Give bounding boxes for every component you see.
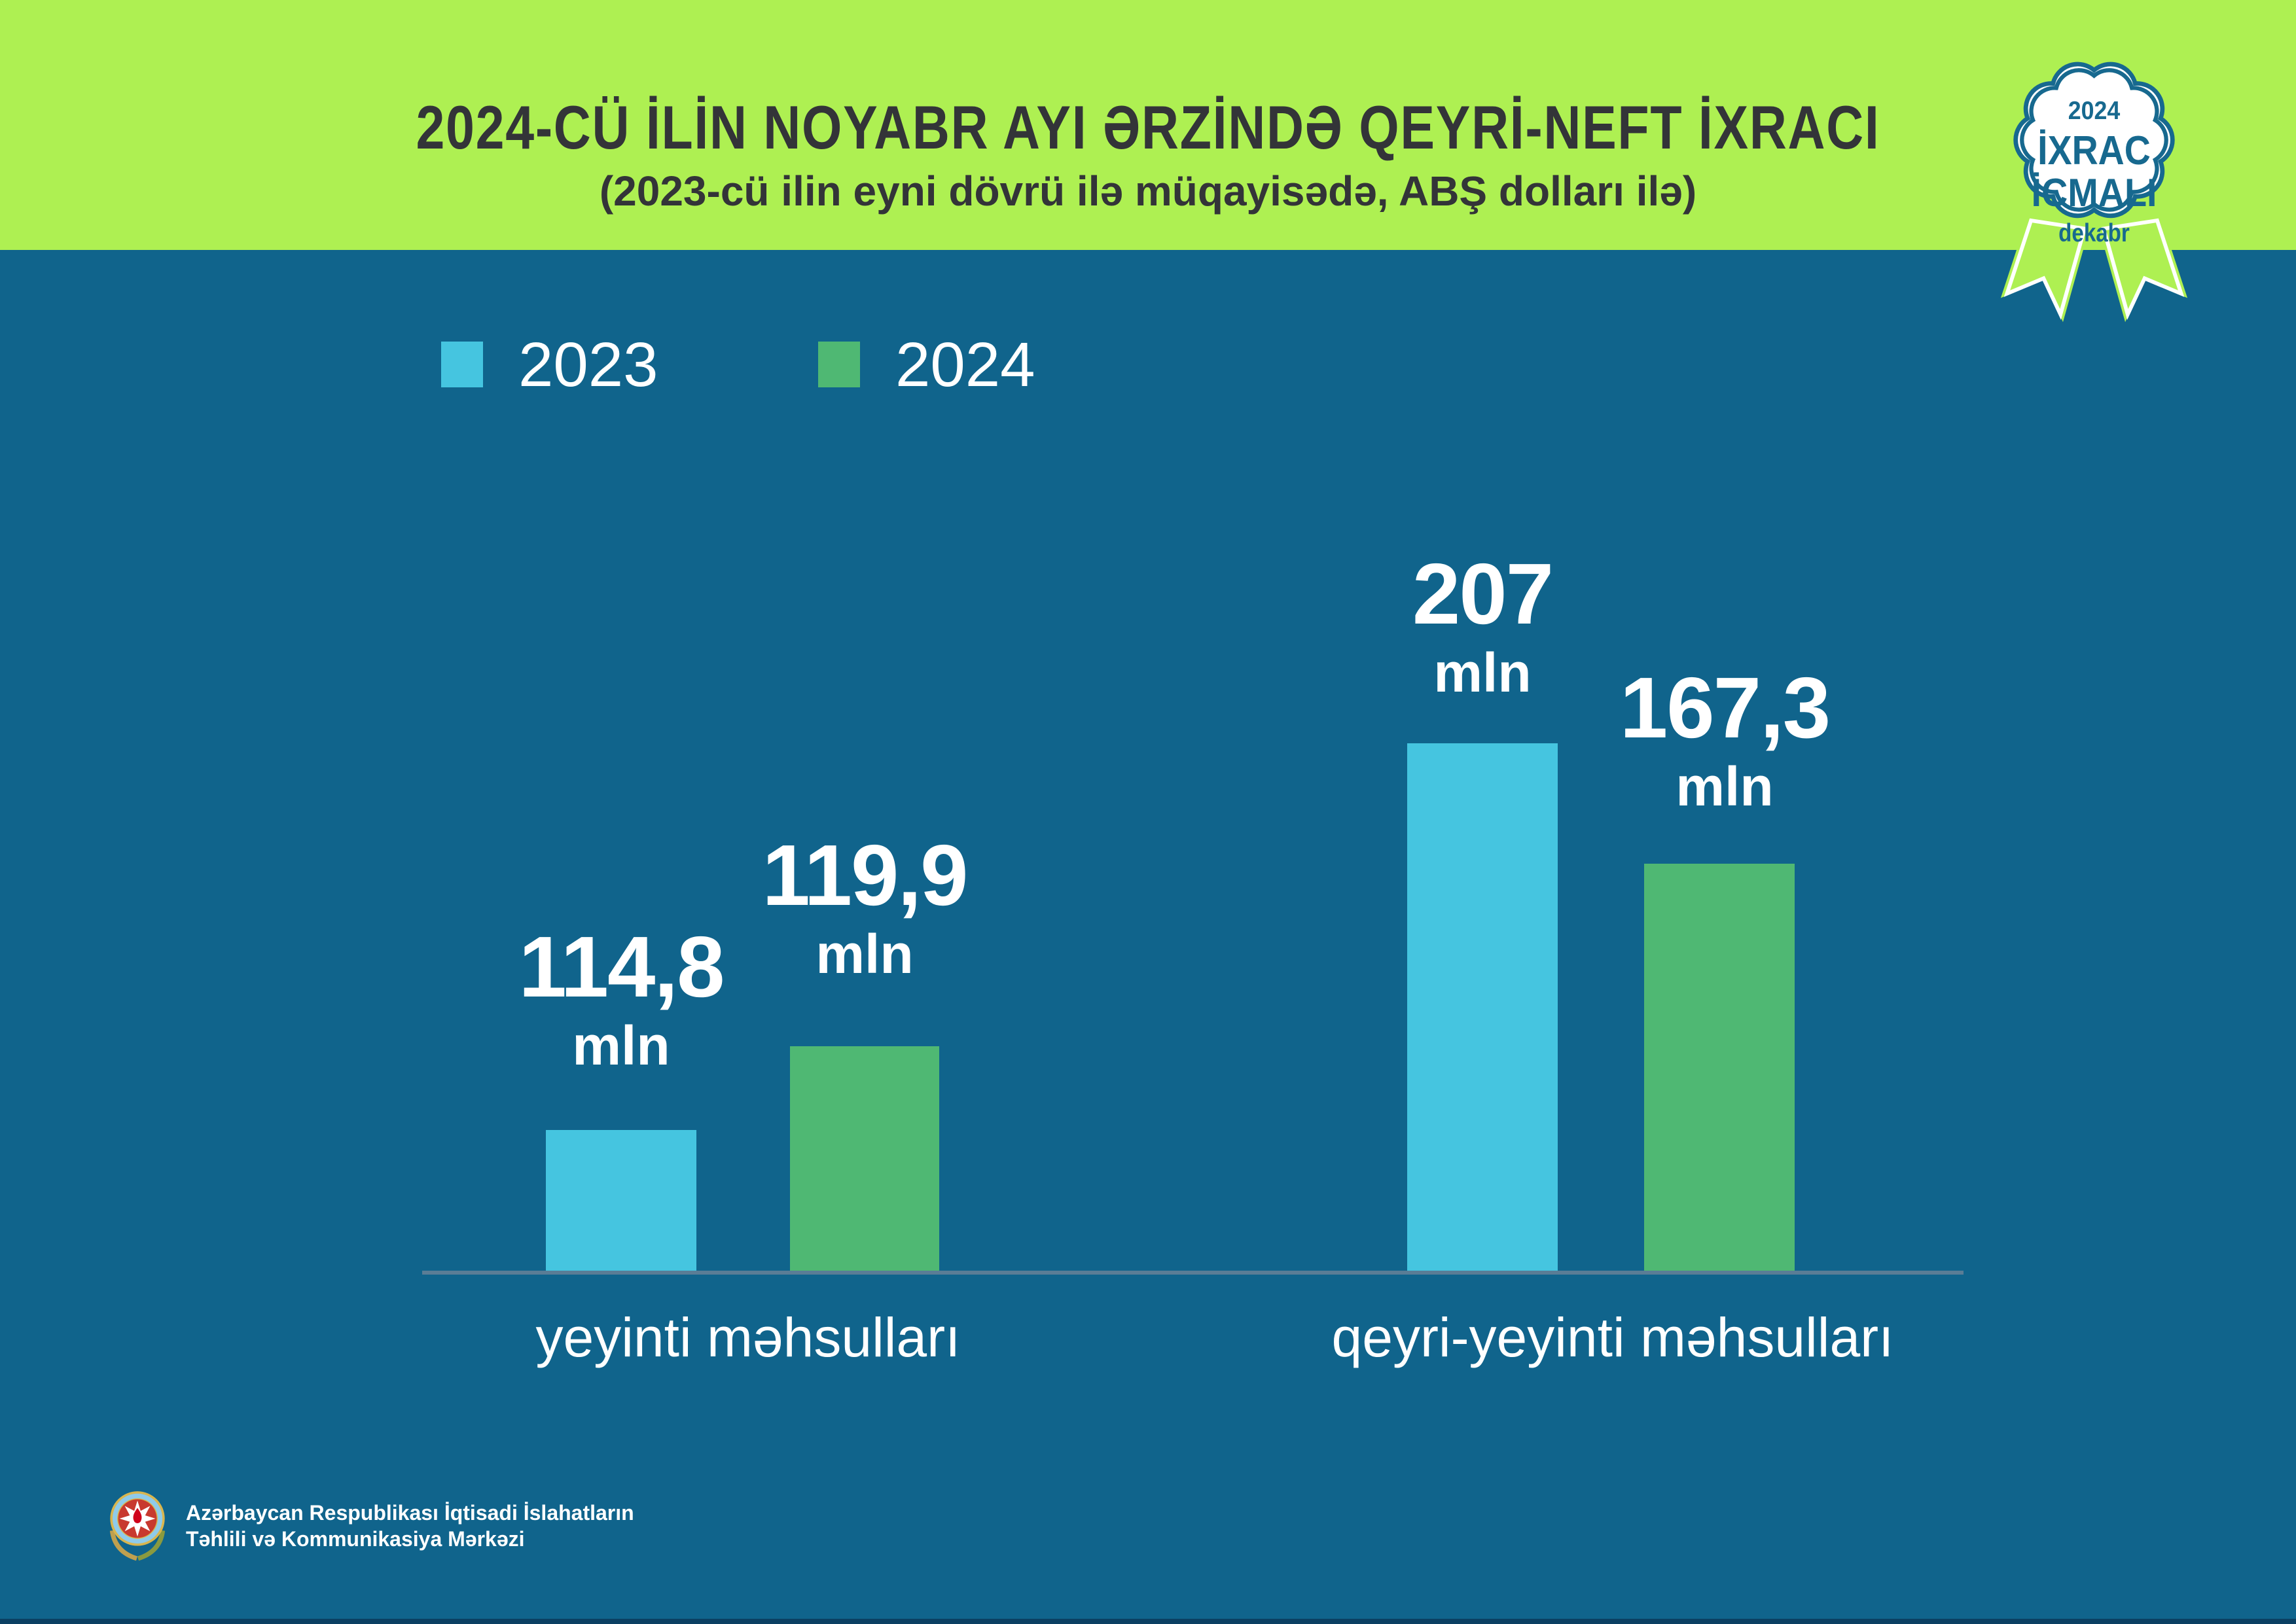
value-number: 119,9	[762, 827, 968, 923]
value-number: 114,8	[518, 919, 725, 1015]
page-subtitle: (2023-cü ilin eyni dövrü ilə müqayisədə,…	[599, 168, 1697, 215]
value-label-2024-nonfood: 167,3 mln	[1554, 662, 1895, 819]
value-unit: mln	[816, 923, 914, 985]
value-label-2023-nonfood: 207 mln	[1312, 548, 1653, 705]
legend-swatch-2023	[441, 342, 483, 387]
emblem-flame	[133, 1508, 142, 1523]
value-number: 167,3	[1619, 660, 1831, 756]
badge-ribbon-left	[2000, 213, 2091, 323]
wreath-right	[137, 1530, 166, 1561]
page-title: 2024-CÜ İLİN NOYABR AYI ƏRZİNDƏ QEYRİ-NE…	[416, 93, 1880, 162]
badge-title-line1: İXRAC	[2037, 128, 2151, 173]
wreath-left	[109, 1530, 138, 1561]
bar-2024-food	[790, 1046, 939, 1275]
legend-swatch-2024	[818, 342, 860, 387]
value-label-2024-food: 119,9 mln	[694, 830, 1035, 987]
coat-of-arms-logo	[109, 1491, 166, 1561]
value-unit: mln	[1433, 642, 1532, 703]
value-label-2023-food: 114,8 mln	[451, 921, 791, 1078]
badge-month: dekabr	[2058, 219, 2130, 247]
category-label-nonfood: qeyri-yeyinti məhsulları	[1331, 1307, 1894, 1368]
legend-label-2023: 2023	[518, 330, 658, 400]
footer-org-line1: Azərbaycan Respublikası İqtisadi İslahat…	[186, 1501, 634, 1525]
bar-2024-nonfood	[1644, 864, 1795, 1275]
bar-2023-food	[546, 1130, 696, 1275]
axis-baseline	[422, 1271, 1964, 1275]
legend-label-2024: 2024	[895, 330, 1035, 400]
footer-org-name: Azərbaycan Respublikası İqtisadi İslahat…	[186, 1500, 634, 1552]
value-number: 207	[1412, 546, 1554, 642]
header-band: 2024-CÜ İLİN NOYABR AYI ƏRZİNDƏ QEYRİ-NE…	[0, 0, 2296, 250]
badge-year: 2024	[2068, 97, 2121, 125]
bottom-stripe	[0, 1619, 2296, 1624]
footer-org-line2: Təhlili və Kommunikasiya Mərkəzi	[186, 1527, 525, 1551]
badge-ribbon-right	[2097, 213, 2188, 323]
category-label-food: yeyinti məhsulları	[535, 1307, 961, 1368]
report-badge: 2024 İXRAC İCMALI dekabr	[2000, 62, 2188, 323]
value-unit: mln	[1676, 756, 1774, 817]
badge-title-line2: İCMALI	[2031, 171, 2157, 215]
bar-2023-nonfood	[1407, 743, 1558, 1275]
value-unit: mln	[572, 1015, 670, 1076]
